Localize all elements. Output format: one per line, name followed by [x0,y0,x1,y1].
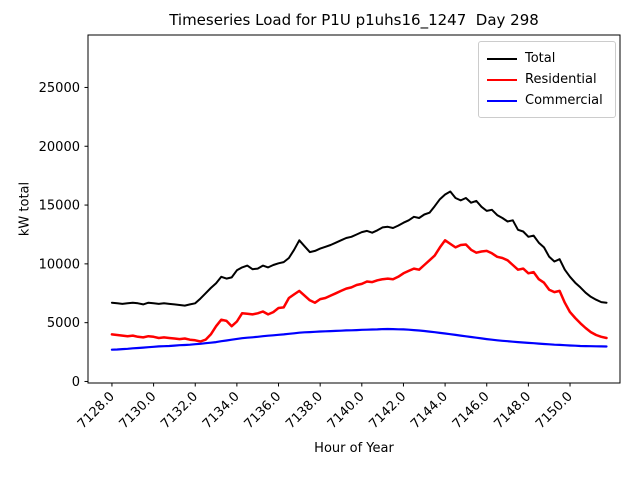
legend: Total Residential Commercial [478,41,616,118]
legend-line-swatch-commercial [487,99,517,102]
y-axis-label: kW total [17,181,33,237]
chart-title: Timeseries Load for P1U p1uhs16_1247 Day… [169,11,539,29]
legend-item-total: Total [487,48,607,69]
series-line-residential [110,239,608,343]
y-tick-label: 15000 [39,199,80,214]
y-tick-label: 0 [72,375,80,390]
series-line-total [110,190,608,307]
x-tick-label: 7130.0 [117,389,160,432]
y-tick-label: 10000 [39,257,80,272]
x-axis-label: Hour of Year [314,441,394,456]
x-tick-label: 7132.0 [158,389,201,432]
legend-label: Commercial [525,93,603,108]
axes-spines [87,34,621,384]
legend-label: Residential [525,72,597,87]
x-tick-label: 7138.0 [283,389,326,432]
legend-line-swatch-total [487,57,517,60]
y-tick-label: 5000 [47,316,80,331]
legend-item-residential: Residential [487,69,607,90]
x-tick-label: 7146.0 [450,389,493,432]
series-line-commercial [110,327,608,351]
legend-item-commercial: Commercial [487,90,607,111]
x-tick-label: 7140.0 [325,389,368,432]
legend-label: Total [525,51,556,66]
y-tick-label: 20000 [39,140,80,155]
x-tick-label: 7128.0 [75,389,118,432]
x-tick-label: 7150.0 [533,389,576,432]
x-tick-label: 7142.0 [367,389,410,432]
x-tick-label: 7134.0 [200,389,243,432]
x-tick-label: 7136.0 [242,389,285,432]
x-tick-label: 7148.0 [491,389,534,432]
legend-line-swatch-residential [487,78,517,81]
y-tick-label: 25000 [39,81,80,96]
x-tick-label: 7144.0 [408,389,451,432]
